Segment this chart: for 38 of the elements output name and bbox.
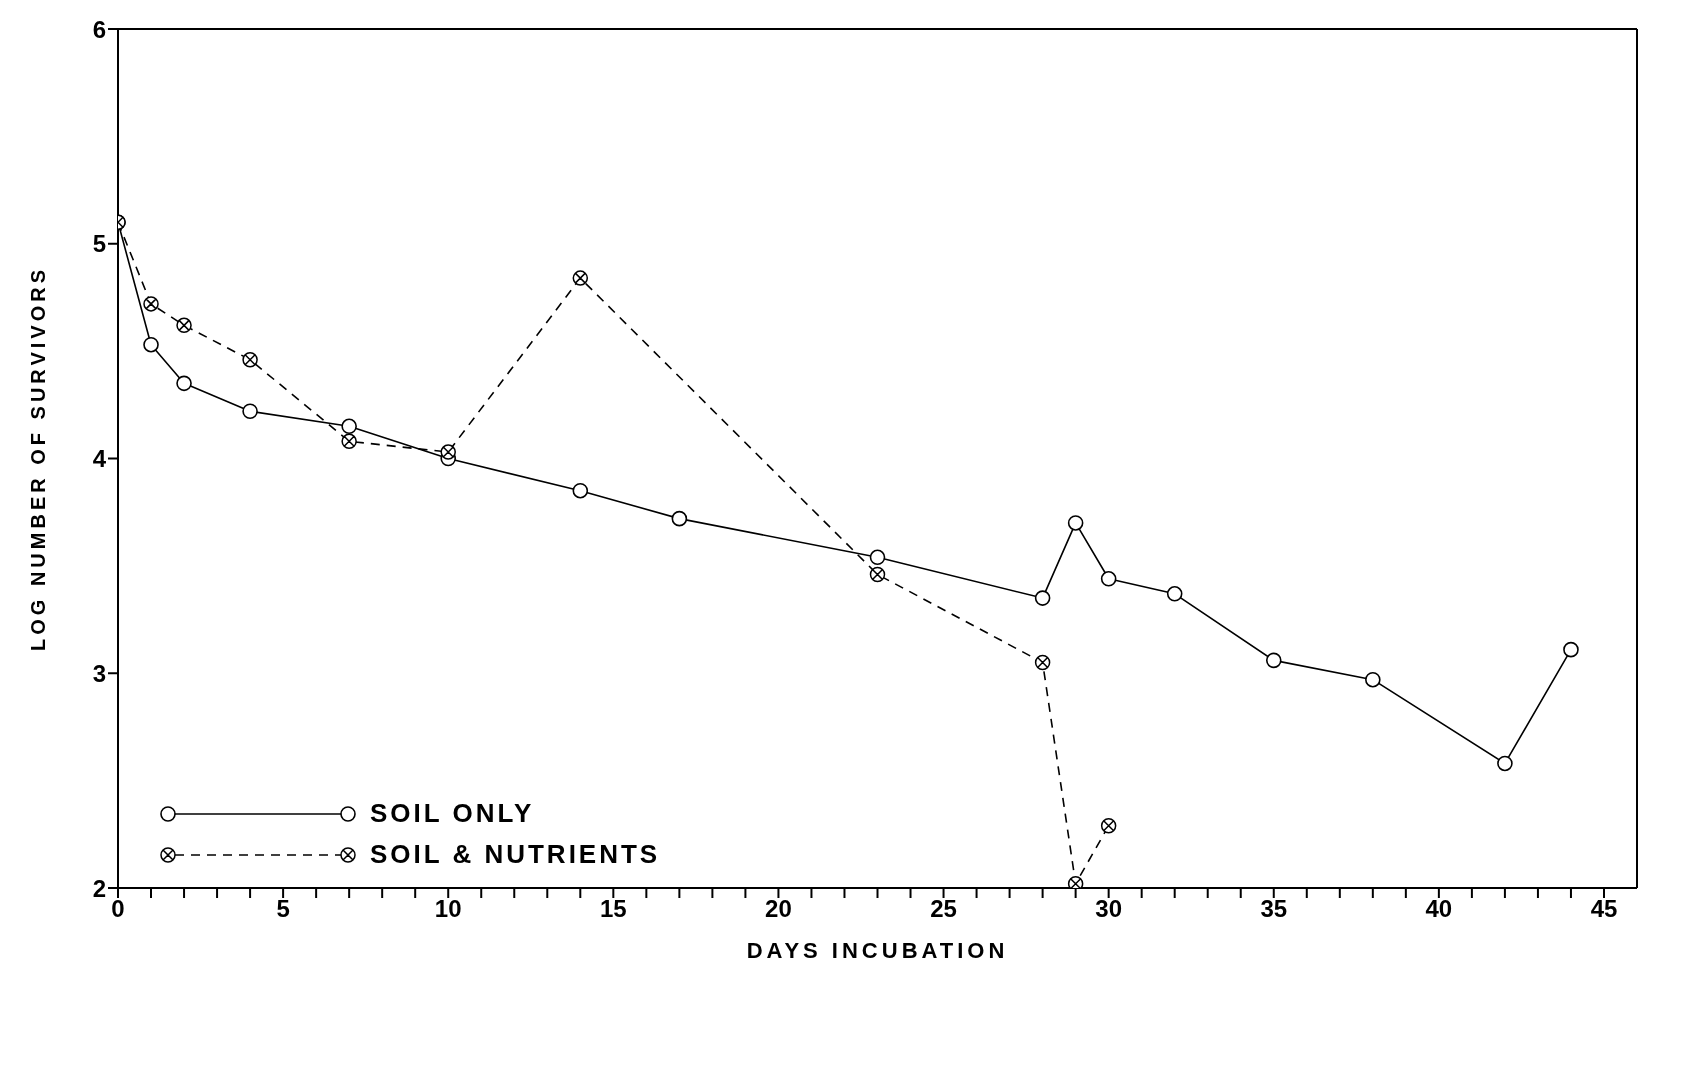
point [1034,590,1051,606]
legend-label: SOIL & NUTRIENTS [370,839,661,870]
point [176,317,192,334]
point [1166,585,1183,602]
y-tick-label: 3 [92,659,106,687]
x-tick-label: 35 [1260,895,1288,923]
y-axis-title: LOG NUMBER OF SURVIVORS [27,266,50,651]
point [1365,671,1381,688]
point [1265,652,1282,669]
point [1034,654,1051,671]
legend-label: SOIL ONLY [370,798,535,829]
point [1100,570,1117,587]
x-tick-label: 45 [1590,895,1618,923]
y-tick-label: 4 [92,445,107,473]
x-tick-label: 25 [930,895,957,923]
x-tick-label: 30 [1095,895,1122,923]
y-tick-label: 2 [92,874,106,902]
x-tick-label: 20 [765,895,792,923]
point [869,549,886,566]
point [869,566,886,583]
point [143,336,159,353]
point [1067,515,1084,531]
point [671,510,688,527]
point [341,418,357,435]
y-tick-label: 6 [92,15,106,43]
x-tick-label: 15 [599,895,627,923]
x-axis-title: DAYS INCUBATION [746,938,1009,963]
point [572,482,589,499]
point [1497,755,1513,772]
x-tick-label: 40 [1425,895,1453,923]
y-tick-label: 5 [92,230,106,258]
point [1067,876,1084,888]
point [1563,641,1579,658]
x-tick-label: 0 [111,895,125,923]
point [176,375,192,392]
point [242,403,258,420]
x-tick-label: 10 [434,895,462,923]
x-tick-label: 5 [276,895,290,923]
